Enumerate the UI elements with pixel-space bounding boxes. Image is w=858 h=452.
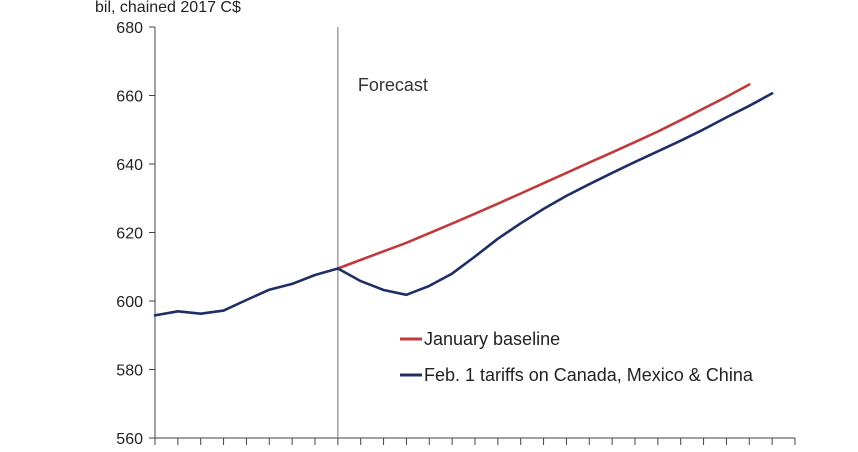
legend: January baseline Feb. 1 tariffs on Canad… — [400, 329, 754, 385]
y-axis: 560 580 600 620 640 660 680 — [116, 20, 156, 448]
legend-label-feb-tariffs: Feb. 1 tariffs on Canada, Mexico & China — [424, 365, 754, 385]
y-tick-label: 600 — [116, 294, 143, 311]
series-line-january-baseline — [336, 83, 751, 270]
forecast-annotation: Forecast — [358, 75, 428, 95]
y-tick-label: 680 — [116, 20, 143, 37]
y-tick-label: 660 — [116, 89, 143, 106]
y-tick-label: 560 — [116, 431, 143, 448]
series-line-feb-tariffs — [153, 92, 774, 317]
legend-label-january-baseline: January baseline — [424, 329, 560, 349]
y-tick-label: 640 — [116, 157, 143, 174]
y-tick-label: 580 — [116, 363, 143, 380]
series-lines — [153, 83, 774, 317]
x-axis — [154, 437, 796, 445]
y-axis-unit-label: bil, chained 2017 C$ — [95, 0, 241, 16]
y-tick-label: 620 — [116, 226, 143, 243]
